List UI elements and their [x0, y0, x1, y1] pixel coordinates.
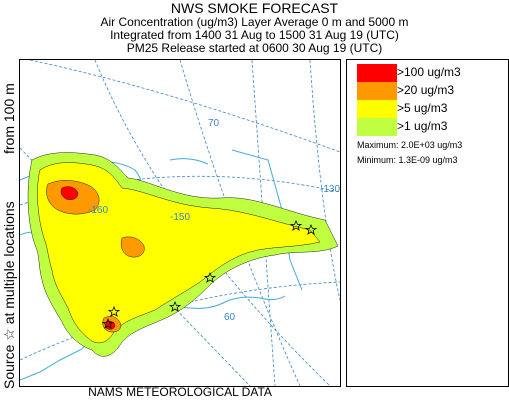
grid-label-lon130: -130: [320, 184, 340, 195]
legend-label-gt1: >1 ug/m3: [397, 119, 448, 133]
legend-label-gt5: >5 ug/m3: [397, 101, 448, 115]
release-start: PM25 Release started at 0600 30 Aug 19 (…: [126, 41, 383, 55]
grid-label-lon150: -150: [170, 212, 190, 223]
legend-label-gt20: >20 ug/m3: [397, 83, 455, 97]
source-markers: [101, 219, 318, 329]
source-locations-label: Source ☆ at multiple locations: [1, 201, 17, 389]
data-source-footer: NAMS METEOROLOGICAL DATA: [88, 385, 272, 399]
concentration-subtitle: Air Concentration (ug/m3) Layer Average …: [100, 15, 409, 29]
source-height-label: from 100 m: [1, 83, 17, 154]
smoke-map: 70 -160 -150 -130 60: [19, 59, 341, 387]
legend-swatch-gt100: [357, 64, 397, 82]
concentration-legend: >100 ug/m3 >20 ug/m3 >5 ug/m3 >1 ug/m3 M…: [346, 59, 509, 387]
legend-label-gt100: >100 ug/m3: [397, 65, 461, 79]
grid-label-lat70: 70: [208, 118, 220, 129]
smoke-plume: [27, 152, 339, 357]
legend-minimum: Minimum: 1.3E-09 ug/m3: [357, 155, 458, 165]
map-canvas: 70 -160 -150 -130 60: [20, 60, 340, 386]
legend-maximum: Maximum: 2.0E+03 ug/m3: [357, 140, 463, 150]
grid-label-lat60: 60: [224, 312, 236, 323]
integration-period: Integrated from 1400 31 Aug to 1500 31 A…: [110, 28, 399, 42]
grid-label-lon160: -160: [88, 205, 108, 216]
legend-swatch-gt5: [357, 100, 397, 118]
legend-swatch-gt20: [357, 82, 397, 100]
legend-swatch-gt1: [357, 118, 397, 136]
forecast-title: NWS SMOKE FORECAST: [170, 0, 339, 16]
